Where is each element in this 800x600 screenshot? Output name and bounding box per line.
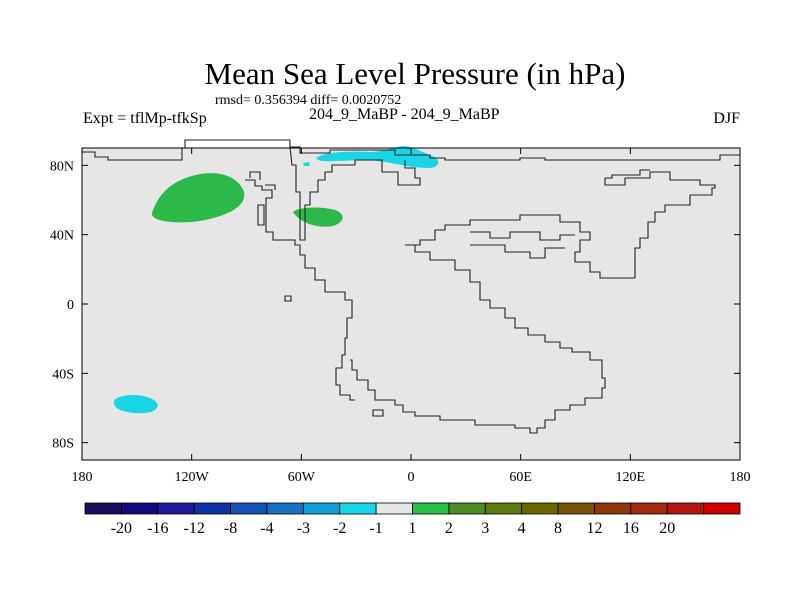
colorbar-swatch <box>412 502 450 515</box>
lon-tick-label: 120W <box>175 470 210 485</box>
south-pacific-negative-region <box>113 395 158 414</box>
lat-tick-label: 80N <box>50 159 74 174</box>
colorbar-label: 12 <box>586 520 602 537</box>
stats-label: rmsd= 0.356394 diff= 0.0020752 <box>215 93 402 108</box>
colorbar-swatch <box>302 502 341 515</box>
africa-eurasia-outline <box>350 244 606 434</box>
lon-tick-label: 0 <box>408 470 415 485</box>
colorbar-label: 8 <box>554 520 562 537</box>
north-pacific-positive-region <box>151 173 245 223</box>
lon-tick-label: 60W <box>288 470 316 485</box>
colorbar-swatch <box>375 502 413 515</box>
colorbar-label: -2 <box>333 520 346 537</box>
lat-tick-label: 80S <box>52 437 74 452</box>
colorbar-swatch <box>339 502 377 515</box>
colorbar-swatch <box>120 502 159 515</box>
eurasia-inner-line <box>470 231 575 241</box>
colorbar-swatch <box>630 502 668 515</box>
longitude-axis: 180 120W 60W 0 60E 120E 180 <box>72 148 751 485</box>
comparison-label: 204_9_MaBP - 204_9_MaBP <box>309 106 500 123</box>
colorbar-swatch <box>666 502 705 515</box>
colorbar-label: -1 <box>369 520 382 537</box>
colorbar-label: 4 <box>518 520 526 537</box>
latitude-axis: 80N 40N 0 40S 80S <box>50 159 740 452</box>
experiment-label: Expt = tflMp-tfkSp <box>83 110 207 127</box>
north-america-inner-line <box>249 171 276 190</box>
arctic-negative-region <box>316 146 439 168</box>
lat-tick-label: 40N <box>50 229 74 244</box>
colorbar-label: 3 <box>481 520 489 537</box>
season-label: DJF <box>713 110 740 127</box>
colorbar-swatch <box>193 502 231 515</box>
central-america-island <box>257 204 265 226</box>
colorbar-label: -4 <box>260 520 273 537</box>
lat-tick-label: 0 <box>67 298 74 313</box>
northern-coast-line <box>82 139 740 161</box>
colorbar-swatch <box>230 502 268 515</box>
colorbar-label: 2 <box>445 520 453 537</box>
colorbar-swatch <box>703 502 741 515</box>
colorbar-swatch <box>84 502 122 515</box>
lon-tick-label: 180 <box>730 470 751 485</box>
colorbar-swatch <box>484 502 523 515</box>
lon-tick-label: 120E <box>616 470 646 485</box>
colorbar-swatch <box>557 502 595 515</box>
greenland-coast-line <box>289 146 421 241</box>
small-island-south <box>372 409 384 417</box>
chart-title: Mean Sea Level Pressure (in hPa) <box>204 56 626 91</box>
colorbar-label: -8 <box>224 520 237 537</box>
colorbar-swatch <box>266 502 304 515</box>
coastlines <box>82 139 740 434</box>
asia-outline <box>415 169 716 279</box>
colorbar: -20 -16 -12 -8 -4 -3 -2 -1 1 2 3 4 8 12 16 20 <box>84 502 741 537</box>
colorbar-swatch <box>521 502 559 515</box>
colorbar-label: 16 <box>623 520 639 537</box>
lon-tick-label: 60E <box>509 470 532 485</box>
colorbar-swatch <box>594 502 632 515</box>
colorbar-swatch <box>157 502 195 515</box>
lon-tick-label: 180 <box>72 470 93 485</box>
colorbar-label: -20 <box>111 520 132 537</box>
arctic-negative-fragment <box>303 162 310 166</box>
colorbar-label: -12 <box>184 520 205 537</box>
small-island-atlantic <box>284 295 292 302</box>
colorbar-label: 1 <box>409 520 417 537</box>
americas-outline <box>245 179 355 401</box>
colorbar-label: -16 <box>147 520 168 537</box>
colorbar-label: 20 <box>659 520 675 537</box>
colorbar-label: -3 <box>297 520 310 537</box>
lat-tick-label: 40S <box>52 367 74 382</box>
eurasia-inner-line-2 <box>470 244 565 259</box>
colorbar-swatch <box>448 502 486 515</box>
